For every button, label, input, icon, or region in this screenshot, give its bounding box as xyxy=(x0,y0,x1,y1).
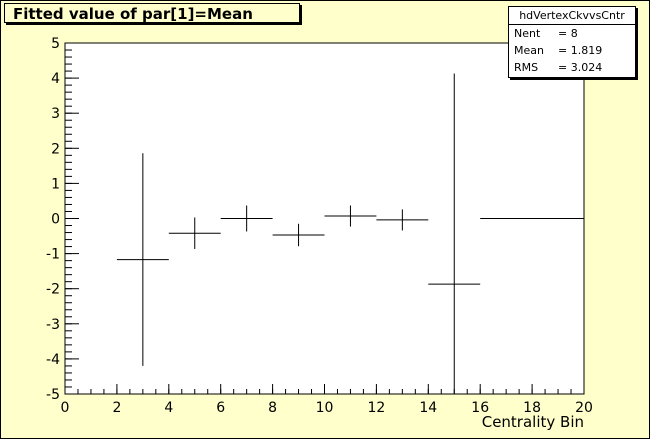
y-tick-label: -2 xyxy=(46,282,60,298)
y-tick-label: 1 xyxy=(51,176,60,192)
x-tick-label: 8 xyxy=(268,400,277,416)
stats-row-mean: Mean = 1.819 xyxy=(509,42,635,59)
y-tick-label: 3 xyxy=(51,106,60,122)
data-point xyxy=(428,73,481,394)
x-tick-label: 16 xyxy=(471,400,489,416)
y-tick-label: 5 xyxy=(51,36,60,52)
data-marks xyxy=(116,73,584,394)
data-point xyxy=(376,209,429,231)
x-tick-label: 18 xyxy=(523,400,541,416)
x-tick-label: 2 xyxy=(112,400,121,416)
y-tick-label: -1 xyxy=(46,247,60,263)
data-point xyxy=(272,223,325,247)
stats-histogram-name: hdVertexCkvvsCntr xyxy=(509,7,635,25)
x-tick-label: 0 xyxy=(61,400,70,416)
y-tick-label: -3 xyxy=(46,317,60,333)
data-point xyxy=(116,153,169,366)
data-point xyxy=(168,217,221,250)
stats-row-nent: Nent = 8 xyxy=(509,25,635,42)
chart-title: Fitted value of par[1]=Mean xyxy=(4,3,300,23)
x-tick-label: 6 xyxy=(216,400,225,416)
data-point xyxy=(324,205,377,227)
stats-value: = 1.819 xyxy=(558,44,603,57)
x-tick-label: 4 xyxy=(164,400,173,416)
x-axis-label: Centrality Bin xyxy=(482,413,584,431)
stats-value: = 3.024 xyxy=(558,61,603,74)
y-tick-label: 4 xyxy=(51,71,60,87)
stats-row-rms: RMS = 3.024 xyxy=(509,59,635,76)
x-tick-label: 20 xyxy=(575,400,593,416)
stats-box: hdVertexCkvvsCntr Nent = 8 Mean = 1.819 … xyxy=(508,6,636,78)
x-tick-label: 10 xyxy=(316,400,334,416)
stats-value: = 8 xyxy=(558,27,578,40)
data-point xyxy=(220,205,273,232)
x-tick-label: 14 xyxy=(419,400,437,416)
y-tick-label: 2 xyxy=(51,141,60,157)
x-tick-label: 12 xyxy=(367,400,385,416)
y-tick-label: -4 xyxy=(46,352,60,368)
y-tick-label: 0 xyxy=(51,212,60,228)
stats-label: Mean xyxy=(514,44,544,57)
y-tick-label: -5 xyxy=(46,387,60,403)
stats-label: Nent xyxy=(514,27,541,40)
stats-label: RMS xyxy=(514,61,539,74)
